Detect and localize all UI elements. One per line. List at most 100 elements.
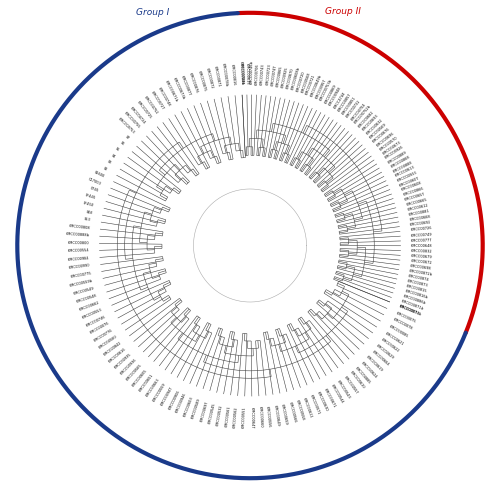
Text: KMCC00619: KMCC00619	[366, 355, 384, 373]
Text: KMCC00544: KMCC00544	[330, 383, 344, 404]
Text: KMCC00553: KMCC00553	[82, 307, 103, 320]
Text: KMCC00671: KMCC00671	[323, 387, 336, 409]
Text: KMCC00647: KMCC00647	[250, 407, 254, 428]
Text: KMCC00565: KMCC00565	[126, 363, 143, 382]
Text: KMCC00957: KMCC00957	[314, 78, 328, 100]
Text: KMCC00873: KMCC00873	[406, 279, 428, 288]
Text: S2: S2	[102, 166, 108, 172]
Text: KMCC00672: KMCC00672	[410, 259, 432, 265]
Text: S4: S4	[110, 153, 116, 159]
Text: KMCC00632: KMCC00632	[365, 118, 384, 136]
Text: KMCC00753: KMCC00753	[117, 117, 136, 135]
Text: KMCC00670: KMCC00670	[286, 67, 294, 89]
Text: KMCC00570: KMCC00570	[378, 136, 398, 152]
Text: KMCC00075: KMCC00075	[396, 311, 417, 324]
Text: KMCC00885: KMCC00885	[354, 366, 372, 384]
Text: KMCC00611: KMCC00611	[302, 397, 313, 418]
Text: KMCC00545: KMCC00545	[208, 402, 216, 424]
Text: KMCC00559b: KMCC00559b	[69, 279, 93, 288]
Text: S3: S3	[106, 160, 112, 165]
Text: KMCC00752: KMCC00752	[143, 95, 158, 115]
Text: KMCC00078: KMCC00078	[392, 318, 413, 331]
Text: KMCC00851: KMCC00851	[342, 95, 357, 115]
Text: KMCC00616: KMCC00616	[108, 347, 127, 363]
Text: KMCC00724: KMCC00724	[130, 106, 146, 125]
Text: KMCC00664: KMCC00664	[370, 350, 390, 366]
Text: KMCC00693: KMCC00693	[362, 114, 380, 132]
Text: KMCC00721: KMCC00721	[305, 74, 316, 96]
Text: KMCC00725: KMCC00725	[136, 100, 152, 120]
Text: KMCC00746: KMCC00746	[85, 315, 106, 327]
Text: KMCC00984: KMCC00984	[68, 256, 90, 262]
Text: KMCC00947: KMCC00947	[160, 385, 174, 407]
Text: KMCC00871b: KMCC00871b	[400, 299, 424, 311]
Text: KMCC00660: KMCC00660	[258, 406, 263, 428]
Text: KMCC00724b: KMCC00724b	[238, 61, 244, 85]
Text: KMCC00698: KMCC00698	[410, 264, 432, 271]
Text: KMCC00668: KMCC00668	[409, 215, 431, 222]
Text: KMCC00558: KMCC00558	[295, 399, 305, 421]
Text: KMCC00926: KMCC00926	[384, 145, 404, 160]
Text: KMCC00881: KMCC00881	[408, 209, 430, 217]
Text: KMCC00543: KMCC00543	[336, 380, 351, 400]
Text: KMCC00776: KMCC00776	[93, 328, 114, 343]
Text: KMCC00832: KMCC00832	[411, 249, 432, 254]
Text: KMCC00726: KMCC00726	[410, 226, 432, 232]
Text: KMCC00753b: KMCC00753b	[320, 79, 334, 102]
Text: S1600: S1600	[93, 171, 105, 179]
Text: KMCC00532: KMCC00532	[216, 404, 224, 426]
Text: KMCC00704: KMCC00704	[350, 102, 366, 122]
Text: KMCC00727: KMCC00727	[150, 90, 165, 111]
Text: SF450: SF450	[82, 201, 94, 208]
Text: KMCC00557: KMCC00557	[342, 375, 358, 395]
Text: KMCC00816: KMCC00816	[230, 63, 236, 85]
Text: S5: S5	[114, 147, 120, 153]
Text: KMCC00906: KMCC00906	[168, 389, 180, 410]
Text: KMCC00935: KMCC00935	[114, 353, 132, 370]
Text: KMCC00857: KMCC00857	[338, 92, 352, 112]
Text: KMCC00630: KMCC00630	[316, 391, 329, 412]
Text: KMCC00673: KMCC00673	[382, 140, 402, 156]
Text: KMCC00608b: KMCC00608b	[290, 66, 300, 91]
Text: KMCC00876: KMCC00876	[188, 72, 199, 94]
Text: KMCC00948: KMCC00948	[328, 86, 342, 107]
Text: KMCC00673b: KMCC00673b	[172, 77, 185, 100]
Text: KMCC00886: KMCC00886	[238, 63, 244, 85]
Text: KMCC00936: KMCC00936	[119, 358, 138, 376]
Text: KMCC00815: KMCC00815	[406, 284, 427, 294]
Text: KMCC00608: KMCC00608	[400, 181, 422, 192]
Text: KMCC00888b: KMCC00888b	[65, 232, 90, 238]
Text: KMCC00649: KMCC00649	[272, 405, 280, 426]
Text: KMCC00554: KMCC00554	[68, 248, 89, 253]
Text: KMCC00888: KMCC00888	[392, 160, 413, 173]
Text: KMCC00869: KMCC00869	[324, 83, 338, 104]
Text: KMCC00085: KMCC00085	[388, 325, 409, 339]
Text: KMCC00560: KMCC00560	[98, 334, 118, 350]
Text: KMCC00559: KMCC00559	[152, 382, 167, 402]
Text: KMCC00720: KMCC00720	[296, 70, 306, 92]
Text: KMCC00663: KMCC00663	[146, 378, 161, 398]
Text: C17000: C17000	[88, 177, 102, 186]
Text: KMCC00872b: KMCC00872b	[408, 270, 433, 277]
Text: KMCC00800: KMCC00800	[68, 241, 89, 245]
Text: KMCC00722: KMCC00722	[346, 99, 362, 118]
Text: KMCC00629: KMCC00629	[376, 344, 395, 360]
Text: KMCC00659: KMCC00659	[280, 403, 288, 425]
Text: KMCC00073b: KMCC00073b	[398, 304, 422, 317]
Text: KMCC00679: KMCC00679	[410, 254, 432, 259]
Text: KMCC00775: KMCC00775	[70, 272, 92, 279]
Text: KMCC00816b: KMCC00816b	[404, 289, 428, 300]
Text: KMCC00076: KMCC00076	[89, 321, 110, 335]
Text: KMCC00649b: KMCC00649b	[310, 74, 323, 98]
Text: KMCC00651: KMCC00651	[138, 373, 154, 393]
Text: KMCC00889: KMCC00889	[387, 150, 408, 164]
Text: KMCC00671b: KMCC00671b	[164, 80, 178, 103]
Text: KMCC00706: KMCC00706	[255, 63, 260, 84]
Text: KMCC00748: KMCC00748	[157, 86, 172, 107]
Text: KMCC00078b: KMCC00078b	[221, 62, 228, 86]
Text: KMCC00561: KMCC00561	[224, 405, 232, 427]
Text: KMCC00566: KMCC00566	[288, 401, 296, 423]
Text: S48: S48	[85, 210, 92, 215]
Text: KMCC00872: KMCC00872	[204, 68, 214, 89]
Text: KMCC00696: KMCC00696	[376, 131, 395, 147]
